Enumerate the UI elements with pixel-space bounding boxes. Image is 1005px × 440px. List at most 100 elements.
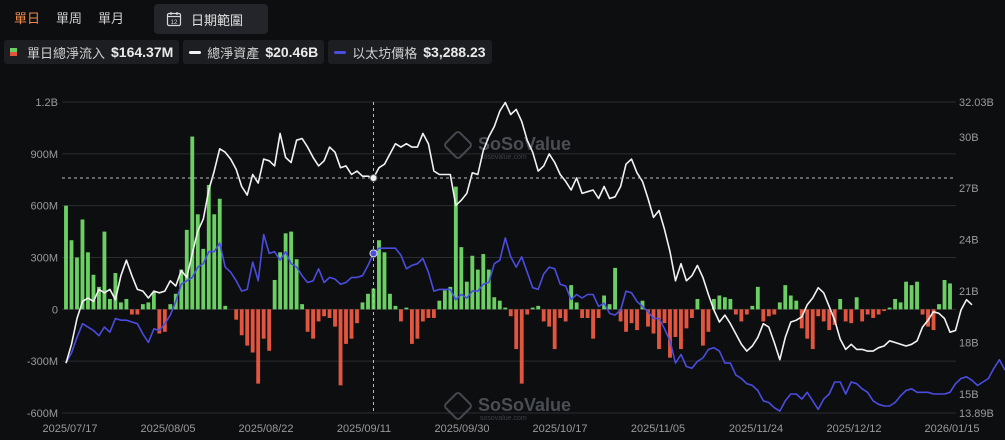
watermark-text: SoSoValue xyxy=(478,395,571,415)
tab-monthly[interactable]: 單月 xyxy=(98,11,125,26)
outflow-bar xyxy=(344,309,348,344)
outflow-bar xyxy=(832,309,837,325)
inflow-bar xyxy=(459,247,464,310)
inflow-bar xyxy=(294,259,299,310)
calendar-icon: 12 xyxy=(166,11,182,27)
inflow-bar xyxy=(574,302,579,310)
inflow-bar xyxy=(201,248,206,310)
inflow-bar xyxy=(168,304,173,310)
inflow-bar xyxy=(179,269,184,310)
right-tick-label: 13.89B xyxy=(959,408,994,420)
inflow-bar xyxy=(750,305,755,310)
inflow-bar xyxy=(97,286,101,310)
outflow-bar xyxy=(816,309,821,317)
outflow-bar xyxy=(799,309,804,329)
inflow-bar xyxy=(448,286,453,310)
inflow-bar xyxy=(613,267,617,310)
inflow-bar xyxy=(184,229,189,310)
inflow-bar xyxy=(503,307,508,310)
outflow-bar xyxy=(541,309,546,322)
outflow-bar xyxy=(876,309,881,315)
outflow-bar xyxy=(431,309,436,318)
inflow-bar xyxy=(382,252,387,310)
inflow-bar xyxy=(695,298,700,310)
outflow-bar xyxy=(129,309,134,315)
x-tick-label: 2026/01/15 xyxy=(924,423,979,435)
inflow-bar xyxy=(728,298,733,310)
inflow-bar xyxy=(893,298,898,310)
outflow-bar xyxy=(805,309,810,339)
left-tick-label: 1.2B xyxy=(35,97,58,109)
x-tick-label: 2025/08/22 xyxy=(238,423,293,435)
outflow-bar xyxy=(931,309,936,331)
outflow-bar xyxy=(668,309,672,358)
outflow-bar xyxy=(596,309,601,318)
left-tick-label: 0 xyxy=(52,304,58,316)
inflow-bar xyxy=(366,293,370,310)
inflow-bar xyxy=(453,186,458,310)
inflow-bar xyxy=(948,283,952,310)
inflow-bar xyxy=(108,298,112,310)
inflow-bar xyxy=(102,231,107,310)
outflow-bar xyxy=(629,309,634,324)
x-tick-label: 2025/12/12 xyxy=(826,423,881,435)
right-tick-label: 18B xyxy=(959,338,979,350)
watermarks: SoSoValuesosovalue.comSoSoValuesosovalue… xyxy=(444,131,571,422)
outflow-bar xyxy=(766,309,771,317)
legend-eth-price[interactable]: 以太坊價格 $3,288.23 xyxy=(328,40,492,64)
inflow-bar xyxy=(722,297,727,310)
outflow-bar xyxy=(739,309,744,322)
left-tick-label: 300M xyxy=(30,253,58,265)
outflow-bar xyxy=(547,309,552,327)
right-tick-label: 21B xyxy=(959,286,979,298)
x-tick-label: 2025/11/24 xyxy=(729,423,783,435)
outflow-bar xyxy=(267,309,272,351)
tab-daily[interactable]: 單日 xyxy=(14,11,41,26)
legend-net-inflow[interactable]: 單日總淨流入 $164.37M xyxy=(4,40,180,64)
outflow-bar xyxy=(635,309,639,331)
inflow-bar xyxy=(388,293,392,310)
x-tick-label: 2025/10/17 xyxy=(532,423,587,435)
legend-net-assets[interactable]: 總淨資產 $20.46B xyxy=(183,40,325,64)
inflow-bar xyxy=(393,305,398,310)
outflow-bar xyxy=(651,309,656,334)
outflow-bar xyxy=(761,309,766,322)
inflow-bar xyxy=(69,240,74,310)
inflow-bar xyxy=(146,302,151,310)
inflow-bar xyxy=(377,240,381,310)
inflow-bar xyxy=(212,214,217,310)
outflow-bar xyxy=(508,309,513,317)
period-tabs: 單日 單周 單月 xyxy=(6,5,132,33)
watermark-logo-icon xyxy=(444,392,472,420)
legend-eth-price-value: $3,288.23 xyxy=(423,44,486,60)
date-range-button[interactable]: 12 日期範圍 xyxy=(154,4,268,34)
date-range-label: 日期範圍 xyxy=(191,12,244,28)
inflow-bar xyxy=(283,233,288,310)
inflow-bar xyxy=(898,302,903,310)
right-tick-label: 24B xyxy=(959,235,979,247)
outflow-bar xyxy=(849,309,854,324)
eth-price-line xyxy=(65,233,1005,412)
x-tick-label: 2025/08/05 xyxy=(140,423,195,435)
inflow-bar xyxy=(475,269,480,310)
inflow-bar xyxy=(442,290,447,310)
watermark-subtext: sosovalue.com xyxy=(480,415,527,422)
inflow-bar xyxy=(206,184,211,310)
tab-weekly[interactable]: 單周 xyxy=(56,11,83,26)
outflow-bar xyxy=(591,309,596,339)
inflow-bar xyxy=(942,279,947,310)
outflow-bar xyxy=(580,309,585,318)
right-tick-label: 15B xyxy=(959,389,979,401)
outflow-bar xyxy=(563,309,568,322)
net-assets-line xyxy=(65,101,973,364)
inflow-bar xyxy=(909,285,914,310)
outflow-bar xyxy=(426,309,431,318)
x-tick-label: 2025/07/17 xyxy=(42,423,97,435)
outflow-bar xyxy=(920,309,925,315)
svg-text:12: 12 xyxy=(171,20,178,26)
outflow-bar xyxy=(882,309,887,312)
inflow-bar xyxy=(486,269,491,310)
outflow-bar xyxy=(679,309,683,350)
inflow-bar xyxy=(788,295,793,310)
